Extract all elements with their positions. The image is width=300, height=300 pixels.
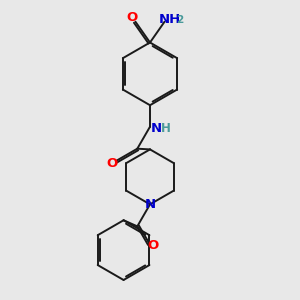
Text: O: O <box>148 239 159 252</box>
Text: NH: NH <box>159 13 181 26</box>
Text: H: H <box>160 122 170 135</box>
Text: O: O <box>126 11 137 24</box>
Text: N: N <box>151 122 162 135</box>
Text: N: N <box>144 198 156 211</box>
Text: O: O <box>106 158 117 170</box>
Text: 2: 2 <box>176 15 184 25</box>
